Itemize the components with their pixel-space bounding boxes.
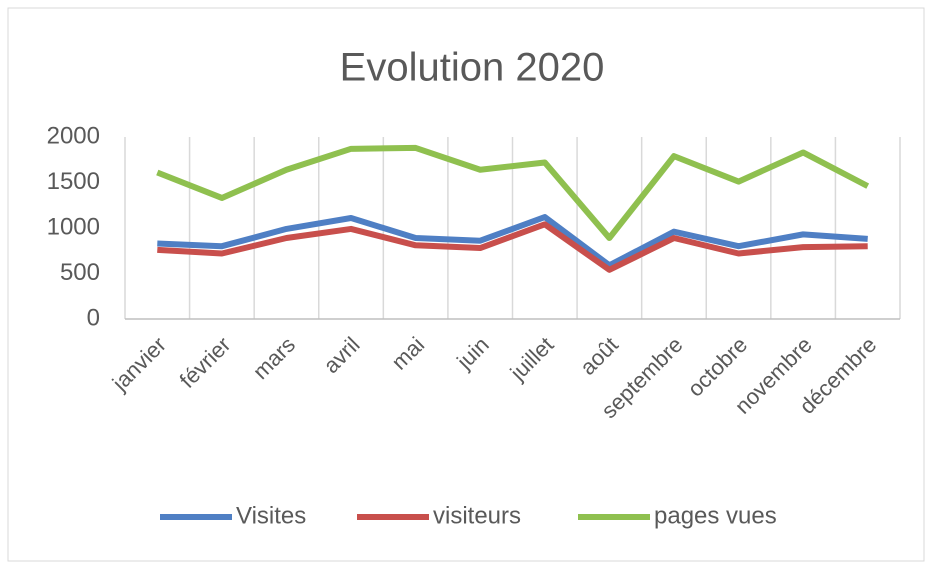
series-line xyxy=(156,144,870,242)
legend-label: visiteurs xyxy=(433,502,521,529)
y-tick-label: 500 xyxy=(60,259,100,286)
series-line xyxy=(157,221,868,273)
chart-title: Evolution 2020 xyxy=(340,46,605,90)
series-line xyxy=(157,214,868,269)
legend-label: Visites xyxy=(236,502,306,529)
y-tick-label: 1000 xyxy=(47,213,100,240)
legend-label: pages vues xyxy=(654,502,777,529)
y-tick-label: 2000 xyxy=(47,122,100,149)
chart-border xyxy=(7,7,925,562)
y-tick-label: 1500 xyxy=(47,168,100,195)
y-tick-label: 0 xyxy=(87,304,100,331)
